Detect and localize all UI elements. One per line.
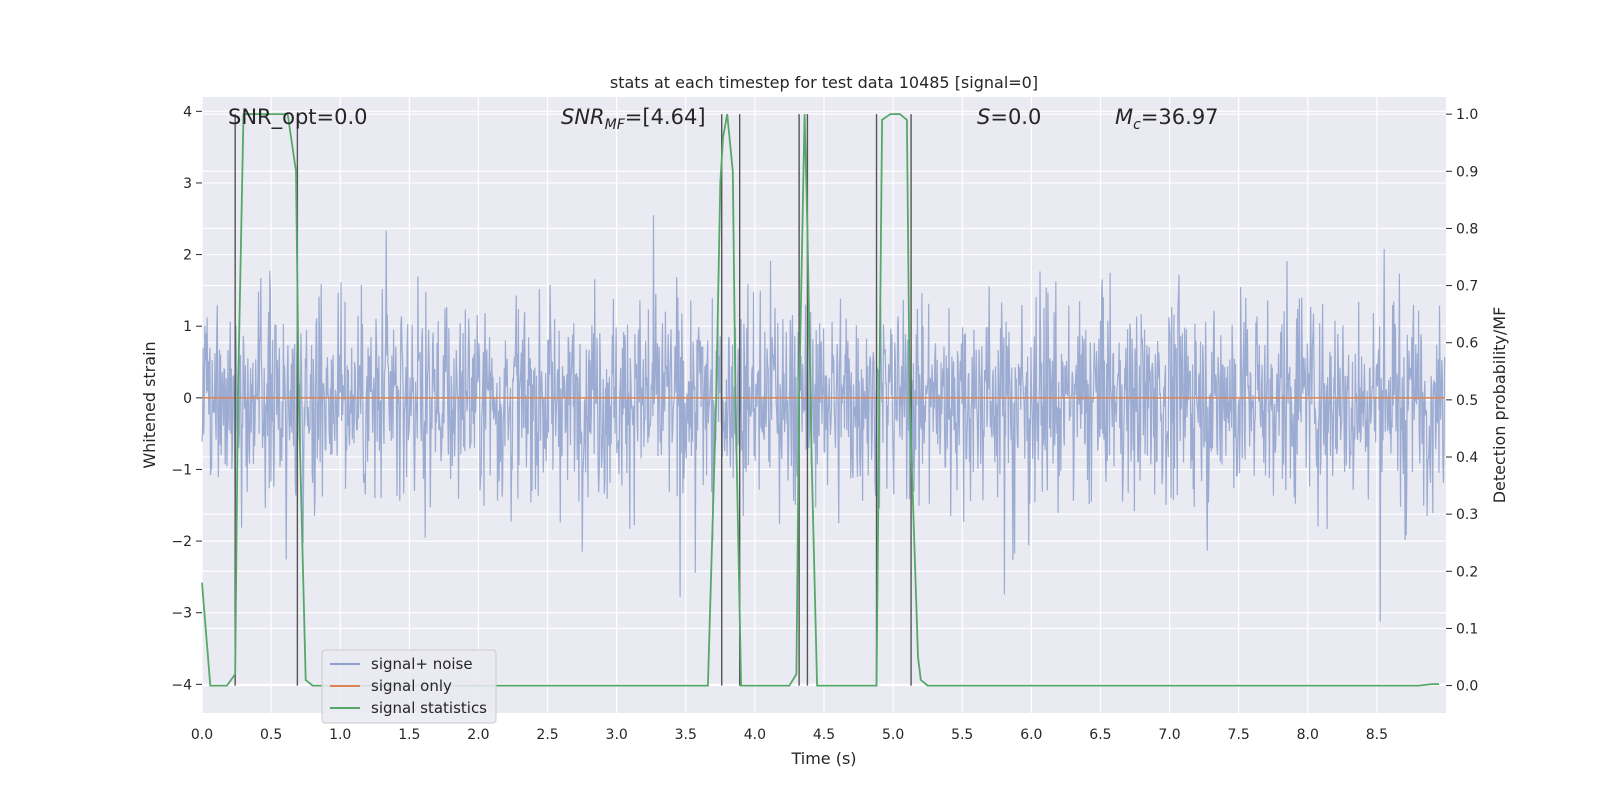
y-tick-label-left: 1 bbox=[183, 319, 192, 335]
annotation-s-value: =0.0 bbox=[990, 105, 1041, 129]
annotation-mc-base: M bbox=[1115, 105, 1133, 129]
x-tick-label: 3.5 bbox=[675, 727, 697, 743]
x-tick-label: 4.5 bbox=[813, 727, 835, 743]
x-tick-label: 8.0 bbox=[1297, 727, 1319, 743]
y-tick-label-right: 0.9 bbox=[1456, 164, 1478, 180]
y-tick-label-left: 3 bbox=[183, 176, 192, 192]
y-tick-label-left: −3 bbox=[171, 606, 192, 622]
y-tick-label-left: 0 bbox=[183, 391, 192, 407]
y-tick-label-right: 0.8 bbox=[1456, 221, 1478, 237]
y-axis-label-right: Detection probability/MF bbox=[1490, 307, 1509, 504]
x-tick-label: 5.5 bbox=[951, 727, 973, 743]
x-tick-label: 0.0 bbox=[191, 727, 213, 743]
legend-label-signal-noise: signal+ noise bbox=[371, 655, 473, 673]
y-tick-label-left: −1 bbox=[171, 462, 192, 478]
y-tick-label-right: 0.6 bbox=[1456, 336, 1478, 352]
annotation-snr-mf: SNRMF=[4.64] bbox=[561, 105, 706, 133]
y-tick-label-right: 0.2 bbox=[1456, 564, 1478, 580]
chart-title: stats at each timestep for test data 104… bbox=[610, 73, 1038, 92]
y-axis-label-left: Whitened strain bbox=[140, 341, 159, 468]
y-tick-label-left: −4 bbox=[171, 677, 192, 693]
x-tick-label: 2.5 bbox=[536, 727, 558, 743]
y-ticks-right: 1.0 0.9 0.8 0.7 0.6 0.5 0.4 0.3 0.2 0.1 0.0 bbox=[1446, 107, 1478, 695]
legend-box bbox=[321, 649, 497, 724]
legend-label-signal-only: signal only bbox=[371, 677, 452, 695]
x-ticks: 0.0 0.5 1.0 1.5 2.0 2.5 3.0 3.5 4.0 4.5 5.0 5.5 6.0 6… bbox=[191, 727, 1388, 743]
annotation-snr-mf-base: SNR bbox=[561, 105, 605, 129]
y-tick-label-right: 0.3 bbox=[1456, 507, 1478, 523]
annotation-mc-value: =36.97 bbox=[1141, 105, 1219, 129]
legend: signal+ noise signal only signal statist… bbox=[321, 649, 497, 724]
y-tick-label-right: 0.5 bbox=[1456, 393, 1478, 409]
x-tick-label: 2.0 bbox=[467, 727, 489, 743]
annotation-s: S=0.0 bbox=[977, 105, 1041, 129]
y-tick-label-left: −2 bbox=[171, 534, 192, 550]
y-tick-label-right: 1.0 bbox=[1456, 107, 1478, 123]
x-tick-label: 7.0 bbox=[1158, 727, 1180, 743]
y-tick-label-right: 0.7 bbox=[1456, 279, 1478, 295]
annotation-mc-sub: c bbox=[1133, 117, 1141, 133]
x-tick-label: 6.5 bbox=[1089, 727, 1111, 743]
x-tick-label: 4.0 bbox=[744, 727, 766, 743]
y-ticks-left: 4 3 2 1 0 −1 −2 −3 −4 bbox=[171, 104, 202, 693]
x-tick-label: 5.0 bbox=[882, 727, 904, 743]
annotation-s-label: S bbox=[977, 105, 990, 129]
x-tick-label: 1.0 bbox=[329, 727, 351, 743]
series-signal-statistics bbox=[201, 113, 1440, 687]
y-tick-label-right: 0.0 bbox=[1456, 679, 1478, 695]
x-tick-label: 3.0 bbox=[606, 727, 628, 743]
x-axis-label: Time (s) bbox=[790, 749, 856, 768]
annotation-snr-opt: SNR_opt=0.0 bbox=[228, 105, 368, 130]
x-tick-label: 8.5 bbox=[1366, 727, 1388, 743]
y-tick-label-right: 0.1 bbox=[1456, 621, 1478, 637]
x-tick-label: 0.5 bbox=[260, 727, 282, 743]
annotation-snr-mf-sub: MF bbox=[605, 117, 626, 133]
annotation-mc: Mc=36.97 bbox=[1115, 105, 1219, 133]
y-tick-label-left: 4 bbox=[183, 104, 192, 120]
y-tick-label-left: 2 bbox=[183, 248, 192, 264]
x-tick-label: 1.5 bbox=[398, 727, 420, 743]
y-tick-label-right: 0.4 bbox=[1456, 450, 1478, 466]
x-tick-label: 7.5 bbox=[1228, 727, 1250, 743]
legend-label-signal-statistics: signal statistics bbox=[371, 699, 487, 717]
annotation-snr-mf-value: =[4.64] bbox=[625, 105, 706, 129]
noise-trace bbox=[201, 215, 1446, 622]
series-signal-noise bbox=[201, 215, 1446, 622]
x-tick-label: 6.0 bbox=[1020, 727, 1042, 743]
